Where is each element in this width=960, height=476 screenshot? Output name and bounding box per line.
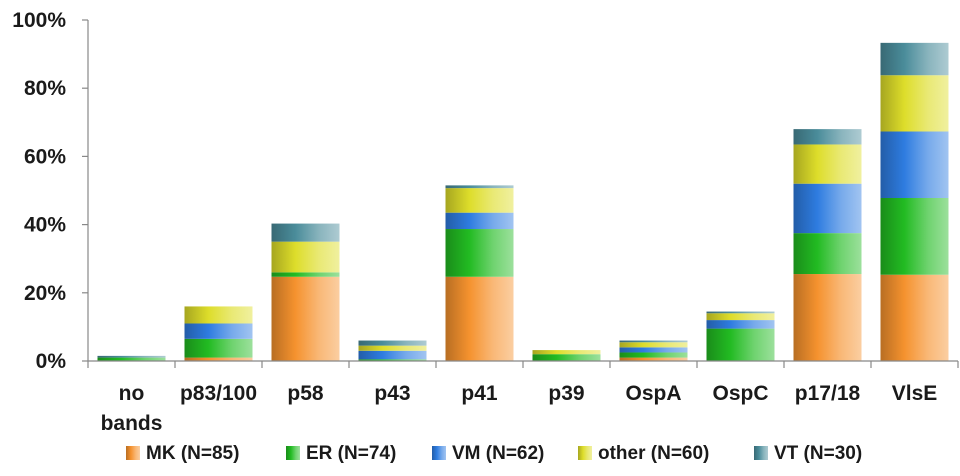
bar-segment-vlse-series-2 — [880, 131, 949, 199]
legend-label: VM (N=62) — [452, 443, 544, 464]
bar-segment-p41-series-0 — [445, 276, 514, 361]
bar-segment-vlse-series-4 — [880, 42, 949, 76]
bar-segment-p17-18-series-2 — [793, 183, 862, 234]
legend-swatch — [432, 446, 446, 460]
bar-segment-p43-series-2 — [358, 350, 427, 360]
bar-segment-p41-series-3 — [445, 188, 514, 213]
bar-segment-p17-18-series-1 — [793, 233, 862, 275]
y-tick-label: 60% — [24, 145, 66, 168]
y-tick-label: 100% — [12, 9, 66, 32]
bar-segment-p83-100-series-0 — [184, 357, 253, 361]
x-tick-label: p58 — [287, 382, 324, 405]
bar-segment-ospc-series-1 — [706, 328, 775, 361]
legend: MK (N=85) ER (N=74) VM (N=62) other (N=60) V… — [126, 443, 862, 464]
x-tick-label: p43 — [374, 382, 410, 405]
bar-segment-ospc-series-3 — [706, 313, 775, 321]
bar-segment-p39-series-1 — [532, 354, 601, 361]
bar-segment-p43-series-4 — [358, 340, 427, 346]
bar-segment-ospa-series-0 — [619, 357, 688, 361]
x-tick-labels: no bands p83/100 p58 p43 p41 p39 OspA OspC p17/18… — [101, 382, 938, 435]
bar-segment-ospa-series-3 — [619, 342, 688, 348]
bar-segment-p39-series-3 — [532, 350, 601, 355]
x-tick-label: p41 — [461, 382, 498, 405]
axes-group — [82, 19, 959, 368]
bar-segment-p17-18-series-4 — [793, 129, 862, 145]
y-tick-label: 20% — [24, 282, 66, 305]
legend-swatch — [126, 446, 140, 460]
bar-segment-ospc-series-2 — [706, 320, 775, 329]
legend-swatch — [286, 446, 300, 460]
x-tick-label: p39 — [548, 382, 584, 405]
legend-label: VT (N=30) — [774, 443, 862, 464]
x-tick-label: OspA — [625, 382, 681, 405]
legend-swatch — [578, 446, 592, 460]
bar-segment-p83-100-series-2 — [184, 323, 253, 339]
bar-segment-p41-series-2 — [445, 212, 514, 230]
bar-segment-p58-series-4 — [271, 223, 340, 242]
bars-group — [97, 42, 949, 361]
y-tick-label: 80% — [24, 77, 66, 100]
legend-label: MK (N=85) — [146, 443, 239, 464]
bar-segment-p43-series-1 — [358, 359, 427, 361]
legend-label: other (N=60) — [598, 443, 709, 464]
bar-segment-vlse-series-3 — [880, 75, 949, 132]
x-tick-label: no bands — [101, 382, 163, 435]
bar-segment-p83-100-series-3 — [184, 306, 253, 324]
y-tick-labels: 0% 20% 40% 60% 80% 100% — [12, 9, 66, 373]
x-tick-label: p83/100 — [180, 382, 257, 405]
bar-segment-ospc-series-4 — [706, 311, 775, 314]
bar-segment-ospa-series-1 — [619, 352, 688, 358]
bar-segment-p41-series-4 — [445, 185, 514, 189]
bar-segment-no-bands-series-4 — [97, 355, 166, 358]
bar-segment-p58-series-1 — [271, 272, 340, 277]
bar-segment-no-bands-series-1 — [97, 357, 166, 361]
y-tick-label: 0% — [36, 350, 67, 373]
bar-segment-p58-series-0 — [271, 276, 340, 361]
bar-segment-p58-series-3 — [271, 241, 340, 273]
bar-segment-p83-100-series-1 — [184, 338, 253, 358]
bar-segment-ospa-series-2 — [619, 347, 688, 353]
bar-segment-p17-18-series-0 — [793, 274, 862, 361]
bar-segment-p43-series-3 — [358, 345, 427, 351]
legend-swatch — [754, 446, 768, 460]
bar-segment-ospa-series-4 — [619, 340, 688, 343]
x-tick-label: VlsE — [892, 382, 938, 405]
bar-segment-vlse-series-1 — [880, 198, 949, 275]
y-tick-label: 40% — [24, 214, 66, 237]
x-tick-label: OspC — [712, 382, 768, 405]
legend-label: ER (N=74) — [306, 443, 396, 464]
bar-segment-p41-series-1 — [445, 229, 514, 277]
bar-segment-vlse-series-0 — [880, 274, 949, 361]
x-tick-label: p17/18 — [795, 382, 861, 405]
bar-segment-p17-18-series-3 — [793, 144, 862, 184]
